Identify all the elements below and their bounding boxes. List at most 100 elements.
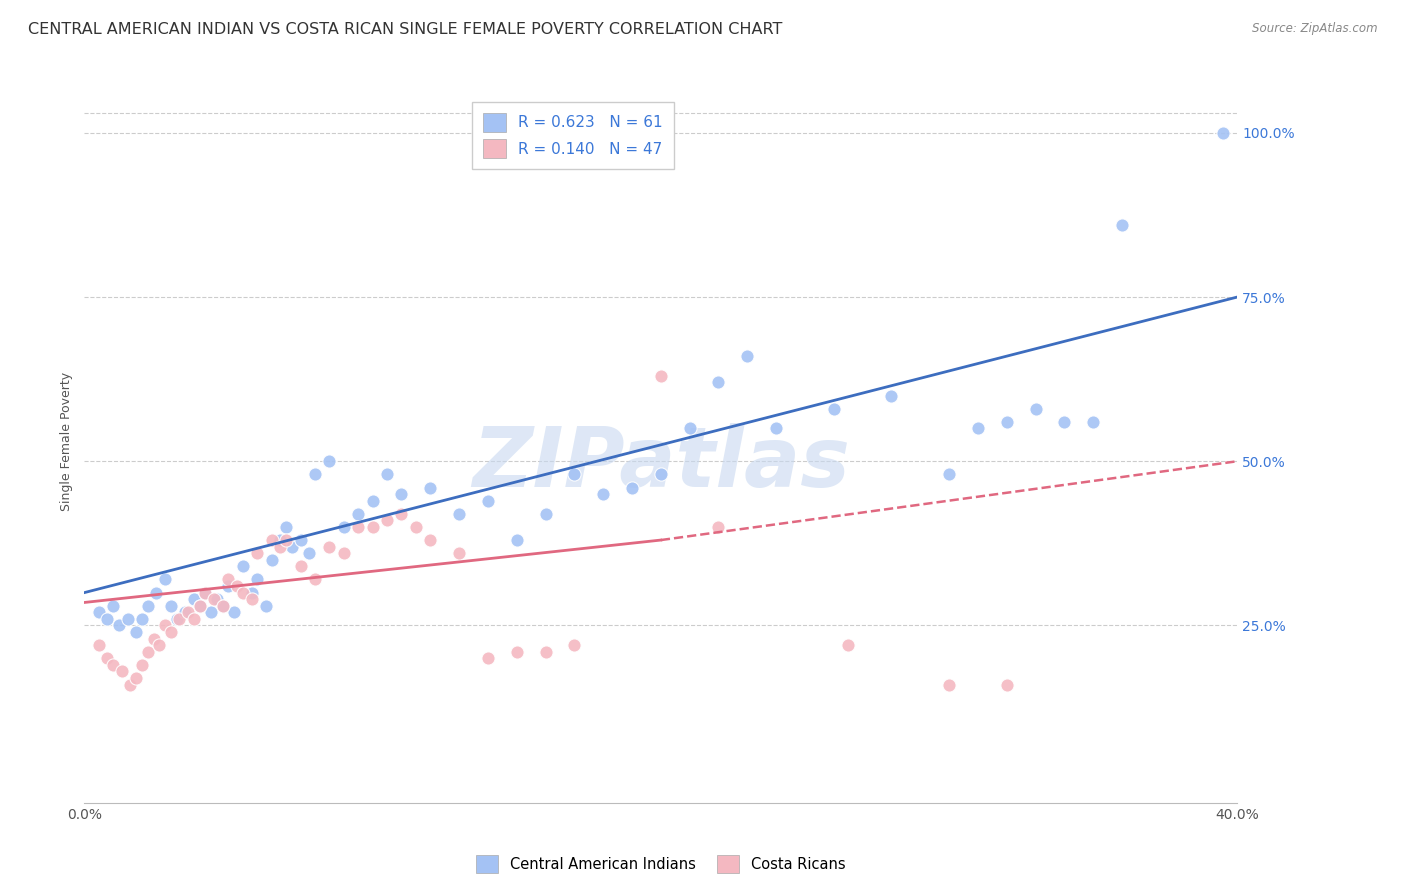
Point [136,599,159,613]
Point [194,585,217,599]
Point [103,657,124,672]
Point [188,599,211,613]
Point [87,605,110,619]
Point [183,592,205,607]
Point [120,677,142,691]
Point [166,612,188,626]
Point [449,546,471,560]
Point [361,520,384,534]
Point [650,368,672,383]
Point [183,612,205,626]
Point [153,618,176,632]
Point [534,645,557,659]
Point [174,605,197,619]
Point [260,533,283,547]
Point [405,520,427,534]
Point [188,599,211,613]
Point [333,546,356,560]
Point [1083,415,1105,429]
Point [290,559,312,574]
Point [318,540,340,554]
Point [391,487,413,501]
Point [254,599,277,613]
Point [375,467,398,482]
Point [205,592,228,607]
Point [837,638,859,652]
Point [707,520,730,534]
Point [477,651,499,665]
Point [246,546,269,560]
Point [240,592,263,607]
Point [318,454,340,468]
Text: CENTRAL AMERICAN INDIAN VS COSTA RICAN SINGLE FEMALE POVERTY CORRELATION CHART: CENTRAL AMERICAN INDIAN VS COSTA RICAN S… [28,22,783,37]
Text: Source: ZipAtlas.com: Source: ZipAtlas.com [1253,22,1378,36]
Point [347,520,370,534]
Point [995,677,1018,691]
Point [347,507,370,521]
Point [333,520,356,534]
Point [108,618,131,632]
Point [131,612,153,626]
Point [160,625,183,640]
Point [298,546,321,560]
Point [1053,415,1076,429]
Point [1212,126,1234,140]
Legend: R = 0.623   N = 61, R = 0.140   N = 47: R = 0.623 N = 61, R = 0.140 N = 47 [472,103,673,169]
Point [592,487,614,501]
Point [136,645,159,659]
Point [87,638,110,652]
Point [177,605,200,619]
Point [125,671,148,685]
Point [218,573,240,587]
Point [304,467,326,482]
Point [218,579,240,593]
Point [211,599,233,613]
Point [148,638,170,652]
Point [232,585,254,599]
Point [737,349,759,363]
Point [765,421,787,435]
Point [169,612,191,626]
Point [125,625,148,640]
Point [226,579,249,593]
Point [131,657,153,672]
Point [142,632,165,646]
Point [194,585,217,599]
Point [153,573,176,587]
Point [938,467,960,482]
Point [117,612,139,626]
Point [160,599,183,613]
Point [1025,401,1047,416]
Point [419,481,441,495]
Point [1111,218,1133,232]
Point [200,605,222,619]
Point [232,559,254,574]
Point [96,651,118,665]
Y-axis label: Single Female Poverty: Single Female Poverty [60,372,73,511]
Point [564,638,586,652]
Point [679,421,702,435]
Point [621,481,644,495]
Point [449,507,471,521]
Point [111,665,134,679]
Point [564,467,586,482]
Point [145,585,167,599]
Point [224,605,246,619]
Point [269,540,291,554]
Point [246,573,269,587]
Point [375,513,398,527]
Point [823,401,845,416]
Text: ZIPatlas: ZIPatlas [472,423,849,504]
Point [96,612,118,626]
Point [938,677,960,691]
Point [534,507,557,521]
Point [240,585,263,599]
Point [967,421,990,435]
Point [211,599,233,613]
Point [506,533,529,547]
Point [260,553,283,567]
Point [276,533,298,547]
Point [304,573,326,587]
Point [103,599,124,613]
Point [707,376,730,390]
